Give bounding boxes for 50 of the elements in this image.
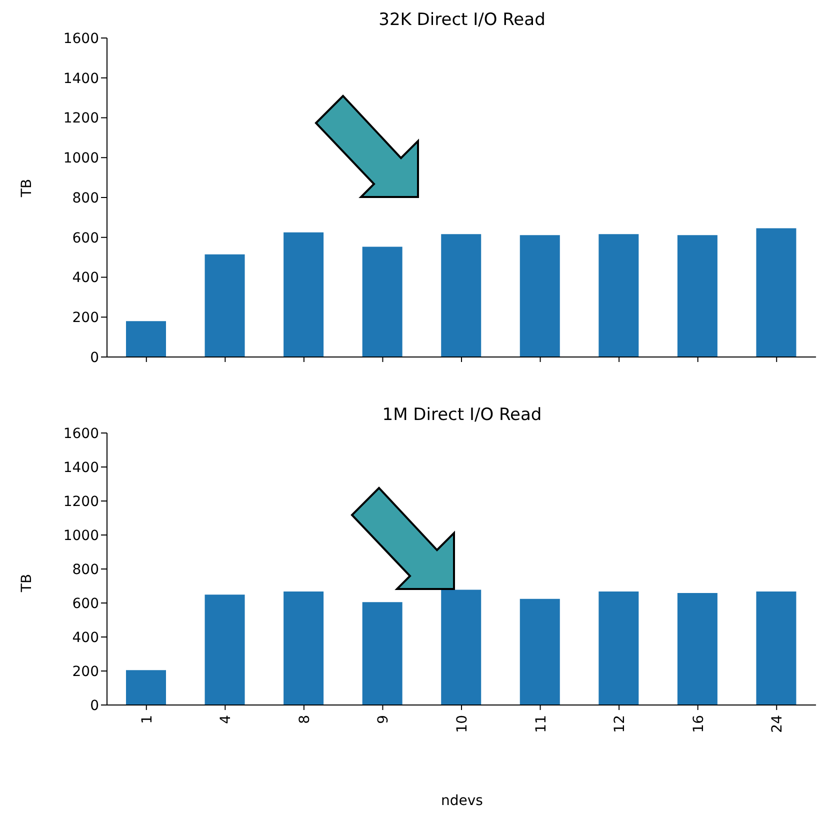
y-tick-label: 800 [72, 562, 99, 578]
y-tick-label: 400 [72, 270, 99, 286]
y-tick-label: 1400 [63, 460, 99, 476]
y-tick-label: 200 [72, 310, 99, 326]
bar [362, 246, 402, 357]
bar [677, 235, 718, 357]
x-tick-label: 9 [376, 715, 392, 724]
x-tick-label: 24 [770, 714, 786, 733]
bar [204, 254, 245, 357]
y-tick-label: 600 [72, 230, 99, 246]
y-tick-label: 1400 [63, 70, 99, 87]
y-tick-label: 0 [90, 698, 99, 714]
y-tick-label: 200 [72, 664, 99, 680]
x-tick-label: 4 [218, 714, 234, 724]
bar [284, 232, 324, 357]
y-axis-title: TB [19, 178, 36, 198]
bar [598, 591, 639, 705]
y-axis-title: TB [19, 574, 36, 592]
chart-title: 32K Direct I/O Read [378, 10, 546, 30]
x-tick-label: 1 [139, 715, 156, 724]
bar [284, 591, 324, 705]
bar [441, 234, 482, 357]
bar [362, 602, 402, 705]
x-tick-label: 11 [533, 715, 550, 733]
x-axis-title: ndevs [440, 793, 484, 809]
bar [204, 594, 245, 705]
x-tick-label: 8 [296, 715, 313, 724]
bar [520, 235, 560, 357]
x-tick-label: 10 [454, 715, 470, 733]
chart-title: 1M Direct I/O Read [381, 405, 543, 425]
y-tick-label: 800 [72, 190, 99, 206]
y-tick-label: 1000 [63, 150, 99, 167]
bar [756, 228, 796, 357]
x-tick-label: 12 [612, 715, 628, 733]
y-tick-label: 1600 [63, 30, 99, 47]
bar [520, 598, 560, 705]
bar [756, 591, 796, 705]
y-tick-label: 0 [90, 350, 99, 366]
bar [126, 321, 166, 357]
y-tick-label: 1200 [63, 494, 99, 510]
bar [677, 592, 718, 705]
y-tick-label: 600 [72, 596, 99, 612]
y-tick-label: 1200 [63, 110, 99, 127]
bar [598, 234, 639, 357]
bar [441, 590, 482, 705]
x-tick-label: 16 [690, 714, 707, 733]
y-tick-label: 1600 [63, 426, 99, 442]
bar [126, 670, 166, 705]
y-tick-label: 1000 [63, 528, 99, 544]
y-tick-label: 400 [72, 630, 99, 646]
